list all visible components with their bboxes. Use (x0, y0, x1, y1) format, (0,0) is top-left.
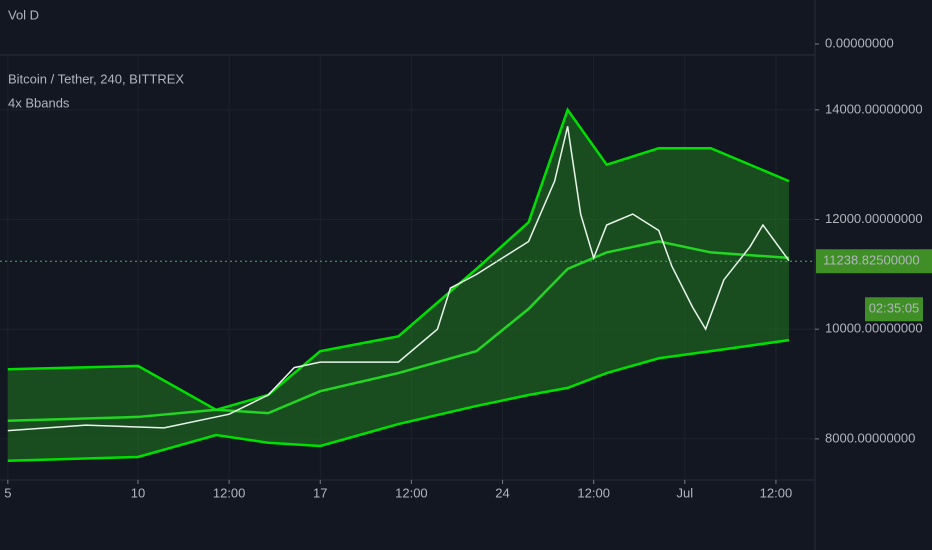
x-tick-label: 12:00 (395, 485, 428, 500)
x-tick-label: 17 (313, 485, 327, 500)
y-tick-label: 10000.00000000 (825, 321, 923, 336)
band-line (7, 240, 790, 423)
current-price-label: 11238.82500000 (823, 253, 920, 268)
x-tick-label: 10 (131, 485, 145, 500)
x-tick-label: 12:00 (760, 485, 793, 500)
volume-label: Vol D (8, 7, 39, 22)
x-tick-label: 5 (4, 485, 11, 500)
plot-area (0, 55, 815, 480)
indicator-label: 4x Bbands (8, 95, 70, 110)
countdown-box (865, 297, 923, 322)
x-tick-label: Jul (676, 485, 693, 500)
y-tick-label: 8000.00000000 (825, 430, 915, 445)
y-tick-label: 12000.00000000 (825, 211, 923, 226)
price-line (7, 126, 790, 432)
x-tick-label: 12:00 (577, 485, 610, 500)
x-tick-label: 24 (495, 485, 509, 500)
countdown-label: 02:35:05 (869, 301, 920, 316)
x-tick-label: 12:00 (213, 485, 246, 500)
current-price-box (816, 249, 932, 274)
y-tick-label: 14000.00000000 (825, 101, 923, 116)
band-line (7, 338, 790, 463)
volume-tick-label: 0.00000000 (825, 35, 894, 50)
chart-title: Bitcoin / Tether, 240, BITTREX (8, 71, 184, 86)
band-fill (7, 109, 789, 461)
